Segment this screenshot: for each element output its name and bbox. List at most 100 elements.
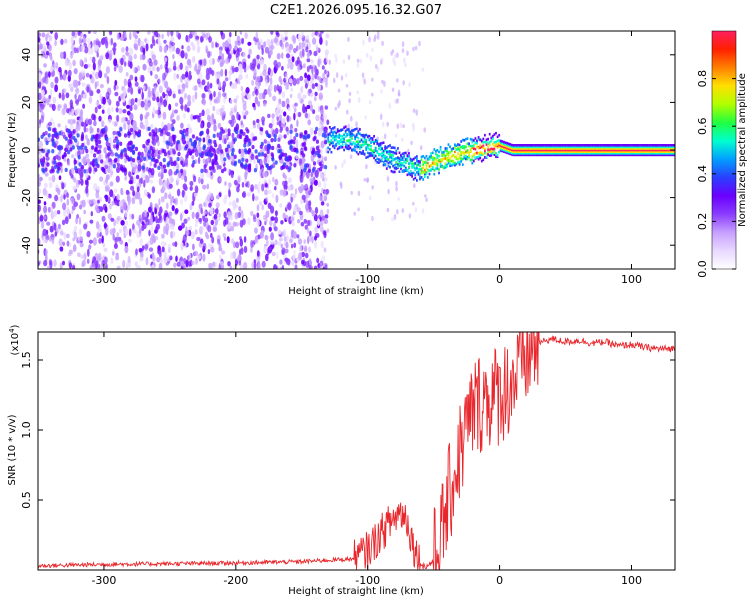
heatmap-cell: [352, 148, 355, 151]
heatmap-cell: [150, 157, 154, 162]
heatmap-cell: [207, 81, 210, 90]
heatmap-cell: [125, 72, 129, 77]
heatmap-cell: [359, 147, 361, 150]
heatmap-cell: [460, 153, 463, 157]
heatmap-cell: [64, 167, 68, 173]
heatmap-cell: [330, 128, 333, 131]
heatmap-cell: [417, 160, 420, 163]
heatmap-cell: [51, 142, 55, 147]
heatmap-cell: [528, 144, 531, 147]
heatmap-cell: [379, 148, 382, 151]
heatmap-cell: [632, 152, 635, 155]
heatmap-cell: [174, 109, 178, 114]
heatmap-cell: [664, 152, 667, 155]
heatmap-cell: [185, 144, 189, 149]
heatmap-cell: [319, 94, 323, 99]
heatmap-cell: [63, 104, 67, 110]
heatmap-cell: [529, 152, 532, 155]
heatmap-cell: [180, 50, 185, 59]
heatmap-cell: [325, 76, 329, 83]
heatmap-cell: [239, 264, 244, 269]
heatmap-cell: [645, 147, 648, 150]
heatmap-cell: [360, 138, 363, 142]
heatmap-cell: [406, 169, 409, 172]
heatmap-cell: [105, 140, 109, 148]
heatmap-cell: [45, 33, 48, 42]
heatmap-cell: [602, 144, 605, 147]
heatmap-cell: [672, 144, 675, 147]
heatmap-cell: [488, 154, 491, 157]
heatmap-cell: [384, 147, 387, 150]
heatmap-cell: [307, 133, 311, 139]
heatmap-cell: [78, 216, 82, 225]
heatmap-cell: [567, 148, 570, 152]
heatmap-cell: [73, 201, 78, 207]
heatmap-cell: [482, 141, 485, 144]
heatmap-cell: [504, 149, 507, 152]
heatmap-cell: [347, 123, 350, 129]
heatmap-cell: [457, 146, 459, 149]
heatmap-cell: [386, 121, 390, 127]
heatmap-cell: [244, 134, 248, 140]
heatmap-cell: [162, 111, 167, 120]
heatmap-cell: [385, 146, 388, 149]
heatmap-cell: [41, 89, 46, 96]
heatmap-cell: [363, 177, 367, 182]
heatmap-cell: [280, 220, 284, 225]
heatmap-cell: [147, 206, 152, 213]
heatmap-cell: [73, 177, 77, 183]
heatmap-cell: [651, 153, 654, 157]
heatmap-cell: [174, 208, 179, 214]
heatmap-cell: [114, 200, 118, 206]
heatmap-cell: [262, 69, 267, 77]
heatmap-cell: [419, 164, 421, 168]
heatmap-cell: [351, 137, 353, 140]
heatmap-cell: [162, 164, 167, 169]
heatmap-cell: [423, 156, 426, 160]
heatmap-cell: [533, 153, 535, 157]
heatmap-cell: [586, 148, 589, 152]
heatmap-cell: [213, 124, 217, 132]
heatmap-cell: [506, 146, 508, 150]
heatmap-cell: [362, 152, 364, 155]
heatmap-cell: [499, 147, 502, 151]
heatmap-cell: [293, 163, 297, 168]
heatmap-cell: [403, 156, 406, 159]
heatmap-cell: [359, 132, 361, 136]
heatmap-cell: [471, 140, 474, 144]
heatmap-cell: [42, 236, 46, 244]
heatmap-cell: [192, 55, 196, 63]
heatmap-cell: [304, 184, 307, 189]
heatmap-cell: [130, 98, 135, 106]
heatmap-cell: [598, 147, 600, 150]
heatmap-cell: [313, 50, 318, 57]
heatmap-cell: [163, 152, 168, 157]
heatmap-cell: [404, 158, 407, 161]
heatmap-cell: [400, 163, 402, 167]
heatmap-cell: [64, 216, 69, 225]
heatmap-cell: [208, 36, 213, 43]
heatmap-cell: [648, 150, 651, 153]
heatmap-cell: [159, 206, 163, 214]
heatmap-cell: [332, 141, 334, 145]
heatmap-cell: [212, 133, 216, 139]
heatmap-cell: [231, 148, 235, 153]
heatmap-cell: [286, 258, 291, 265]
heatmap-cell: [131, 166, 136, 173]
heatmap-cell: [223, 157, 227, 162]
heatmap-cell: [398, 160, 401, 163]
heatmap-cell: [274, 67, 277, 74]
heatmap-cell: [447, 153, 450, 157]
heatmap-cell: [164, 63, 168, 70]
heatmap-cell: [401, 162, 404, 165]
heatmap-cell: [531, 153, 534, 157]
heatmap-cell: [352, 133, 355, 137]
heatmap-cell: [491, 147, 494, 151]
heatmap-cell: [90, 76, 95, 84]
heatmap-cell: [50, 206, 53, 213]
heatmap-cell: [582, 153, 584, 157]
heatmap-cell: [656, 145, 659, 149]
heatmap-cell: [533, 152, 535, 155]
heatmap-cell: [270, 164, 274, 169]
heatmap-cell: [309, 258, 312, 266]
